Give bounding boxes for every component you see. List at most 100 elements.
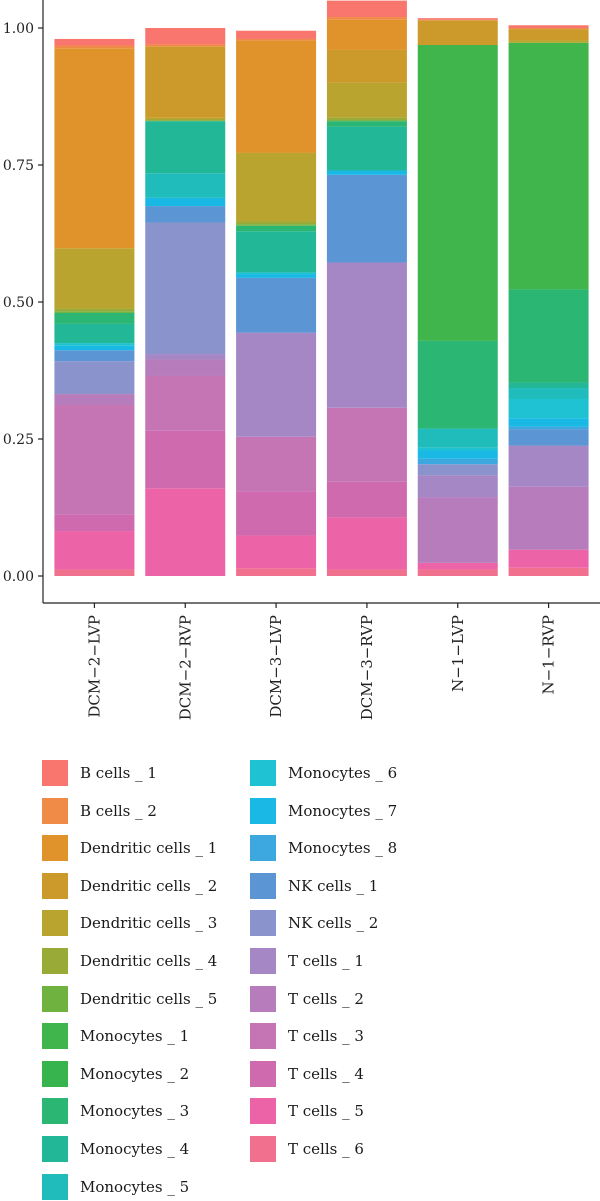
legend-label: Dendritic cells _ 3 [80, 914, 218, 933]
legend-swatch [42, 872, 68, 899]
bar-segment [236, 274, 317, 278]
bar-segment [508, 426, 589, 430]
legend-item: Monocytes _ 8 [250, 835, 398, 862]
bar-segment [508, 398, 589, 419]
legend-label: Monocytes _ 4 [80, 1140, 190, 1158]
legend-label: Monocytes _ 7 [288, 801, 398, 820]
bar-stack [236, 30, 317, 576]
bar-segment [145, 359, 226, 376]
bar-segment [326, 0, 407, 18]
bar-segment [326, 262, 407, 408]
legend-item: Monocytes _ 2 [42, 1060, 189, 1087]
bar-segment [326, 126, 407, 171]
bar-segment [236, 332, 317, 437]
bar-segment [145, 488, 226, 576]
legend-item: T cells _ 5 [250, 1098, 364, 1125]
y-tick-label: 0.75 [3, 158, 34, 174]
bar-segment [145, 375, 226, 431]
bar-segment [417, 447, 498, 451]
bar-segment [508, 29, 589, 41]
x-tick-label: N−1−LVP [449, 615, 467, 692]
legend-item: Monocytes _ 7 [250, 797, 398, 824]
bar-segment [145, 121, 226, 174]
bar-segment [326, 170, 407, 175]
legend-item: Monocytes _ 6 [250, 760, 397, 786]
legend-swatch [250, 1060, 276, 1087]
bar-segment [145, 222, 226, 355]
x-axis: DCM−2−LVP DCM−2−RVP DCM−3−LVP DCM−3−RVP N−1−… [43, 602, 600, 720]
bar-segment [54, 312, 135, 324]
legend-item: T cells _ 4 [250, 1060, 364, 1087]
bar-segment [326, 517, 407, 570]
legend-item: Monocytes _ 4 [42, 1136, 189, 1162]
bar-segment [508, 42, 589, 290]
bar-segment [236, 30, 317, 39]
bar-stack [417, 18, 498, 576]
x-tick-label: DCM−3−LVP [267, 615, 285, 718]
bar-segment [54, 394, 135, 406]
legend-swatch [250, 760, 276, 786]
legend-item: Monocytes _ 3 [42, 1098, 190, 1125]
bar-stack [54, 38, 135, 576]
bar-segment [236, 568, 317, 576]
legend-swatch [250, 1023, 276, 1050]
legend-label: T cells _ 6 [288, 1140, 364, 1158]
legend-item: Dendritic cells _ 4 [42, 948, 217, 974]
legend-item: T cells _ 2 [250, 985, 364, 1012]
legend-swatch [250, 948, 276, 974]
legend-swatch [250, 1098, 276, 1125]
bar-segment [54, 569, 135, 576]
bar-segment [417, 428, 498, 448]
legend-item: Dendritic cells _ 1 [42, 835, 218, 862]
legend-item: Dendritic cells _ 2 [42, 872, 217, 899]
bar-stack [326, 0, 407, 576]
legend-label: T cells _ 3 [288, 1027, 364, 1046]
bar-segment [326, 49, 407, 83]
bar-segment [54, 311, 135, 313]
legend-item: B cells _ 2 [42, 797, 157, 824]
legend-label: Monocytes _ 3 [80, 1102, 190, 1121]
bar-segment [54, 248, 135, 309]
legend-label: Monocytes _ 8 [288, 839, 398, 858]
bar-segment [508, 388, 589, 399]
bar-segment [54, 308, 135, 312]
legend-label: B cells _ 1 [80, 764, 157, 782]
bar-segment [145, 173, 226, 198]
bar-segment [54, 48, 135, 249]
bar-segment [417, 464, 498, 476]
bar-segment [508, 429, 589, 446]
legend-swatch [42, 760, 68, 786]
bar-segment [326, 174, 407, 263]
legend-label: B cells _ 2 [80, 801, 157, 820]
bar-segment [236, 436, 317, 492]
x-tick-label: DCM−2−RVP [176, 615, 194, 720]
bar-segment [326, 120, 407, 122]
bar-segment [236, 231, 317, 273]
legend-swatch [42, 1098, 68, 1125]
legend-item: Monocytes _ 1 [42, 1023, 189, 1050]
bar-segment [326, 19, 407, 50]
bar-segment [236, 38, 317, 41]
legend-swatch [42, 985, 68, 1012]
bar-segment [236, 224, 317, 226]
bar-segment [145, 119, 226, 121]
bar-segment [236, 40, 317, 153]
y-tick-label: 1.00 [3, 21, 34, 37]
bar-segment [236, 491, 317, 536]
y-tick-label: 0.00 [3, 569, 34, 585]
bar-segment [417, 497, 498, 563]
legend-swatch [42, 948, 68, 974]
legend-label: T cells _ 2 [288, 989, 364, 1008]
stacked-bar-chart: 0.000.250.500.751.00 DCM−2−LVP DCM−2−RVP D… [3, 0, 600, 720]
bar-segment [508, 289, 589, 383]
legend-swatch [42, 835, 68, 862]
bar-segment [54, 45, 135, 49]
bar-segment [326, 17, 407, 20]
bar-segment [145, 430, 226, 489]
bar-segment [508, 567, 589, 576]
legend-label: Dendritic cells _ 1 [80, 839, 218, 858]
legend-label: Dendritic cells _ 5 [80, 989, 218, 1008]
bars [54, 0, 589, 576]
legend-swatch [42, 910, 68, 937]
